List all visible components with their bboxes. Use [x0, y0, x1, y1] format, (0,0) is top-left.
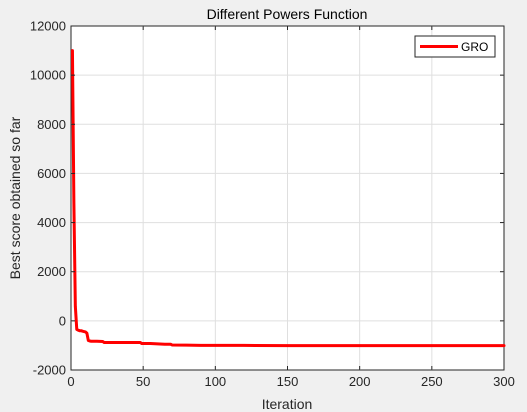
x-tick-label: 200 [349, 374, 371, 389]
y-tick-label: 2000 [37, 264, 66, 279]
x-tick-label: 300 [493, 374, 515, 389]
x-axis-title: Iteration [262, 396, 313, 412]
x-tick-label: 100 [204, 374, 226, 389]
y-tick-label: 4000 [37, 215, 66, 230]
y-tick-label: -2000 [33, 363, 66, 378]
legend-label-gro: GRO [461, 40, 488, 54]
x-tick-label: 150 [277, 374, 299, 389]
x-tick-label: 250 [421, 374, 443, 389]
y-tick-label: 10000 [30, 68, 66, 83]
y-tick-label: 6000 [37, 166, 66, 181]
chart-title: Different Powers Function [207, 6, 368, 22]
ticks: 0 50 100 150 200 250 300-200002000400060008000… [30, 19, 515, 390]
y-tick-label: 12000 [30, 19, 66, 34]
grid [71, 26, 504, 370]
x-tick-label: 0 [67, 374, 74, 389]
series-line-gro [70, 49, 506, 348]
x-tick-label: 50 [136, 374, 150, 389]
y-axis-title: Best score obtained so far [7, 116, 23, 279]
series-layer [70, 49, 506, 348]
y-tick-label: 0 [59, 313, 66, 328]
legend: GRO [414, 35, 496, 58]
y-tick-label: 8000 [37, 117, 66, 132]
